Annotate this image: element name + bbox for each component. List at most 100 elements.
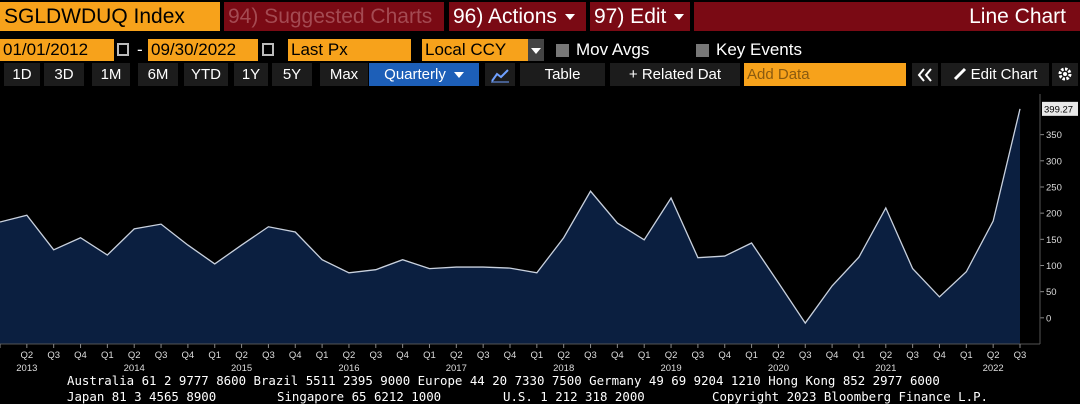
range-button[interactable]: 1D <box>4 63 40 86</box>
x-tick-label: Q3 <box>906 350 919 361</box>
icon <box>953 67 966 81</box>
currency-select[interactable]: Local CCY <box>422 39 528 61</box>
x-tick-label: Q1 <box>101 350 114 361</box>
x-tick-label: Q2 <box>20 350 33 361</box>
x-tick-label: Q2 <box>665 350 678 361</box>
x-tick-label: Q3 <box>692 350 705 361</box>
x-tick-label: Q4 <box>289 350 302 361</box>
x-tick-label: Q1 <box>638 350 651 361</box>
caret <box>531 47 541 54</box>
footer-contact: Japan 81 3 4565 8900 <box>67 389 217 404</box>
x-tick-label: Q1 <box>316 350 329 361</box>
x-tick-label: Q1 <box>853 350 866 361</box>
x-group-label: 2019 <box>660 363 681 374</box>
edit-chart-label: Edit Chart <box>970 66 1038 83</box>
field-select[interactable]: Last Px <box>288 39 411 61</box>
x-tick-label: Q2 <box>450 350 463 361</box>
caret <box>674 14 685 21</box>
x-tick-label: Q3 <box>1014 350 1027 361</box>
last-value-box <box>1042 101 1078 116</box>
dropdown-button[interactable] <box>528 39 544 61</box>
related-data[interactable]: + Related Dat <box>610 63 740 86</box>
icon <box>491 69 509 83</box>
checkbox[interactable] <box>556 44 569 57</box>
x-tick-label: Q1 <box>745 350 758 361</box>
x-group-label: 2018 <box>553 363 574 374</box>
y-tick-label: 50 <box>1046 287 1057 298</box>
mov-avgs[interactable]: Mov Avgs <box>576 40 650 59</box>
y-tick-label: 0 <box>1046 313 1051 324</box>
x-tick-label: Q3 <box>477 350 490 361</box>
calendar-icon[interactable] <box>117 43 129 56</box>
x-tick-label: Q2 <box>343 350 356 361</box>
edit-menu[interactable]: 97) Edit <box>590 2 690 31</box>
x-group-label: 2017 <box>446 363 467 374</box>
footer-contact: U.S. 1 212 318 2000 <box>503 389 645 404</box>
last-value-label: 399.27 <box>1044 104 1073 115</box>
x-tick-label: Q4 <box>933 350 946 361</box>
x-tick-label: Q4 <box>396 350 409 361</box>
x-tick-label: Q1 <box>208 350 221 361</box>
y-tick-label: 150 <box>1046 235 1062 246</box>
y-tick-label: 200 <box>1046 209 1062 220</box>
ticker[interactable]: SGLDWDUQ Index <box>0 2 220 31</box>
chart-icon[interactable] <box>485 63 515 86</box>
x-tick-label: Q1 <box>423 350 436 361</box>
y-tick-label: 300 <box>1046 156 1062 167</box>
x-group-label: 2016 <box>338 363 359 374</box>
add-data-input[interactable]: Add Data <box>744 63 906 86</box>
x-tick-label: Q2 <box>128 350 141 361</box>
x-tick-label: Q1 <box>960 350 973 361</box>
frequency-select[interactable]: Quarterly <box>369 63 479 86</box>
range-button[interactable]: 1Y <box>234 63 268 86</box>
x-group-label: 2015 <box>231 363 252 374</box>
x-tick-label: Q2 <box>235 350 248 361</box>
caret <box>564 14 575 21</box>
footer-contact: Singapore 65 6212 1000 <box>277 389 442 404</box>
end-date[interactable]: 09/30/2022 <box>148 39 258 61</box>
y-tick-label: 350 <box>1046 130 1062 141</box>
range-button[interactable]: 3D <box>44 63 84 86</box>
y-tick-label: 100 <box>1046 261 1062 272</box>
x-group-label: 2014 <box>124 363 145 374</box>
x-group-label: 2021 <box>875 363 896 374</box>
range-button[interactable]: 6M <box>138 63 178 86</box>
actions-menu[interactable]: 96) Actions <box>449 2 586 31</box>
suggested-charts[interactable]: 94) Suggested Charts <box>224 2 444 31</box>
x-tick-label: Q3 <box>799 350 812 361</box>
caret <box>453 72 464 79</box>
x-group-label: 2013 <box>16 363 37 374</box>
checkbox[interactable] <box>696 44 709 57</box>
x-tick-label: Q3 <box>369 350 382 361</box>
y-tick-label: 250 <box>1046 182 1062 193</box>
range-button[interactable]: Max <box>320 63 368 86</box>
start-date[interactable]: 01/01/2012 <box>0 39 114 61</box>
x-tick-label: Q3 <box>155 350 168 361</box>
footer-contact: Copyright 2023 Bloomberg Finance L.P. <box>712 389 989 404</box>
x-tick-label: Q3 <box>262 350 275 361</box>
icon <box>917 68 932 82</box>
edit-chart[interactable]: Edit Chart <box>941 63 1049 86</box>
line <box>0 108 1021 325</box>
table-button[interactable]: Table <box>520 63 605 86</box>
x-group-label: 2022 <box>983 363 1004 374</box>
key-events[interactable]: Key Events <box>716 40 802 59</box>
settings-button[interactable] <box>1052 63 1078 86</box>
frequency-label: Quarterly <box>384 66 446 83</box>
range-button[interactable]: YTD <box>184 63 228 86</box>
range-button[interactable]: 1M <box>92 63 130 86</box>
x-tick-label: Q4 <box>504 350 517 361</box>
calendar-icon[interactable] <box>262 43 274 56</box>
date-separator: - <box>137 40 143 59</box>
x-tick-label: Q2 <box>879 350 892 361</box>
x-tick-label: Q1 <box>530 350 543 361</box>
x-tick-label: Q3 <box>47 350 60 361</box>
edit-label: 97) Edit <box>594 5 667 28</box>
x-tick-label: Q4 <box>718 350 731 361</box>
collapse-button[interactable] <box>912 63 938 86</box>
range-button[interactable]: 5Y <box>272 63 312 86</box>
x-tick-label: Q2 <box>772 350 785 361</box>
x-tick-label: Q4 <box>826 350 839 361</box>
chart: 0 50 100 150 200 250 300 350 Q2 2013 Q3 Q4 Q1 Q2 2014 Q… <box>0 94 1078 374</box>
